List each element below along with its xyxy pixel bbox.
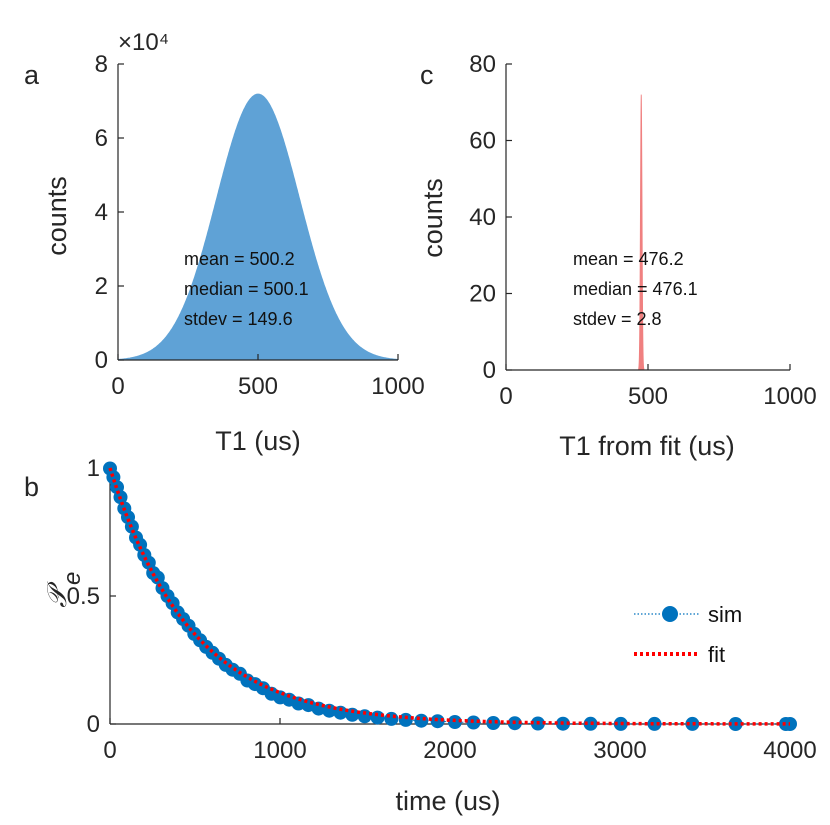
panel-c-histogram-area (637, 94, 646, 371)
panel-a-y-tick-label: 6 (95, 125, 108, 152)
panel-c-histogram: c 0 500 1000 0 20 40 60 80 T1 from fit (us) co… (418, 51, 817, 461)
panel-b-y-label-subscript: e (59, 572, 86, 585)
panel-a-label: a (24, 60, 40, 90)
sim-series-line (109, 468, 790, 725)
panel-a-y-label: counts (42, 176, 72, 256)
panel-c-y-label: counts (418, 178, 448, 258)
legend-fit-label: fit (708, 642, 725, 667)
panel-c-stdev-annotation: stdev = 2.8 (573, 309, 662, 329)
panel-b-x-ticks: 0 1000 2000 3000 4000 (103, 718, 817, 764)
panel-a-y-multiplier: ×10⁴ (118, 29, 169, 56)
panel-b-y-ticks: 00.51 (67, 455, 116, 738)
fit-series-line (108, 467, 790, 726)
panel-a-y-tick-label: 2 (95, 273, 108, 300)
sim-series-points (103, 461, 797, 731)
panel-b-y-tick-label: 0.5 (67, 583, 100, 610)
panel-c-median-annotation: median = 476.1 (573, 279, 698, 299)
panel-c-x-ticks: 0 500 1000 (499, 364, 817, 410)
panel-b-x-tick-label: 4000 (763, 737, 816, 764)
panel-a-y-tick-label: 4 (95, 199, 108, 226)
panel-b-decay-plot: b 0 1000 2000 3000 4000 00.51 time (us) 𝒫 e … (24, 455, 817, 816)
panel-a-median-annotation: median = 500.1 (184, 279, 309, 299)
panel-b-x-tick-label: 3000 (593, 737, 646, 764)
panel-c-y-tick-label: 0 (483, 357, 496, 384)
panel-a-y-tick-label: 0 (95, 347, 108, 374)
sim-data-point (398, 712, 413, 727)
legend: sim fit (634, 602, 742, 667)
panel-a-x-ticks: 0 500 1000 (111, 354, 425, 400)
panel-b-x-tick-label: 0 (103, 737, 116, 764)
sim-data-point (647, 716, 662, 731)
panel-b-y-tick-label: 0 (87, 711, 100, 738)
panel-b-x-label: time (us) (395, 786, 500, 816)
sim-data-point (685, 716, 700, 731)
panel-a-histogram-area (118, 93, 398, 360)
panel-c-y-tick-label: 60 (469, 128, 496, 155)
panel-a-mean-annotation: mean = 500.2 (184, 249, 295, 269)
panel-a-y-ticks: 0 2 4 6 8 (95, 51, 124, 374)
panel-a-histogram: a ×10⁴ 0 500 1000 0 2 4 6 8 T1 (us) counts mea… (24, 29, 425, 456)
sim-data-point (357, 709, 372, 724)
panel-c-x-label: T1 from fit (us) (559, 431, 735, 461)
panel-b-x-tick-label: 2000 (423, 737, 476, 764)
panel-c-mean-annotation: mean = 476.2 (573, 249, 684, 269)
sim-data-point (486, 716, 501, 730)
panel-a-stdev-annotation: stdev = 149.6 (184, 309, 293, 329)
panel-a-x-tick-label: 1000 (371, 373, 424, 400)
sim-data-point (583, 716, 598, 731)
panel-c-x-tick-label: 500 (628, 383, 668, 410)
sim-data-point (414, 713, 429, 728)
sim-data-point (384, 711, 399, 726)
panel-c-y-tick-label: 80 (469, 51, 496, 78)
sim-data-point (345, 707, 360, 722)
panel-b-y-tick-label: 1 (87, 455, 100, 482)
panel-a-x-tick-label: 500 (238, 373, 278, 400)
panel-c-y-ticks: 0 20 40 60 80 (469, 51, 512, 384)
panel-c-label: c (420, 60, 434, 90)
sim-data-point (333, 705, 348, 720)
panel-c-y-tick-label: 40 (469, 204, 496, 231)
legend-sim-label: sim (708, 602, 742, 627)
sim-data-point (370, 710, 385, 725)
panel-c-x-tick-label: 0 (499, 383, 512, 410)
sim-data-point (322, 703, 337, 718)
panel-b-x-tick-label: 1000 (253, 737, 306, 764)
panel-c-y-tick-label: 20 (469, 281, 496, 308)
panel-c-x-tick-label: 1000 (763, 383, 816, 410)
panel-b-label: b (24, 472, 39, 502)
panel-a-x-label: T1 (us) (215, 426, 301, 456)
panel-a-y-tick-label: 8 (95, 51, 108, 78)
panel-a-x-tick-label: 0 (111, 373, 124, 400)
legend-sim-marker (662, 606, 678, 622)
panel-b-axes (109, 468, 790, 725)
